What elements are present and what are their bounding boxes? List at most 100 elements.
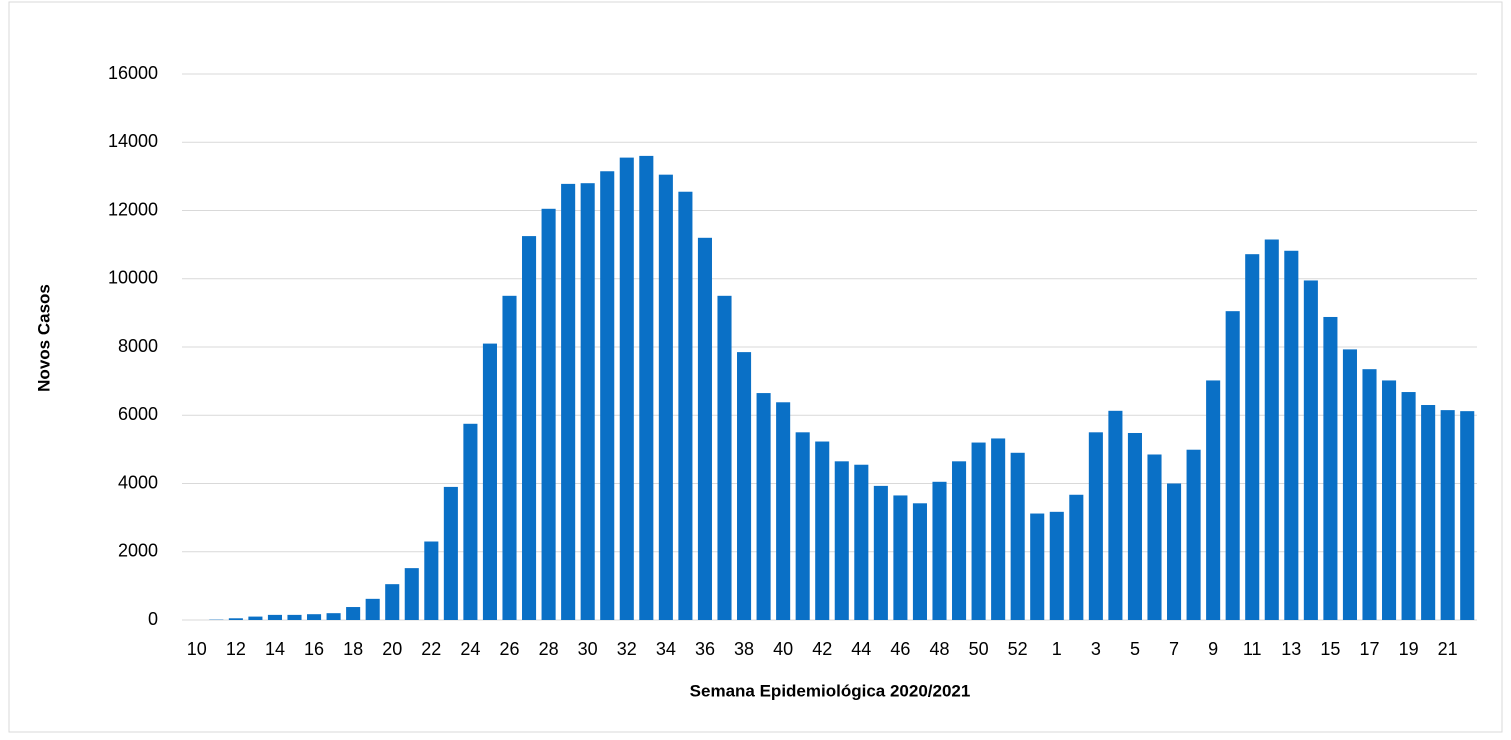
bar — [307, 614, 321, 620]
bar — [405, 568, 419, 620]
bar — [952, 461, 966, 620]
x-tick-label: 3 — [1091, 639, 1101, 659]
bar — [1206, 380, 1220, 620]
x-tick-label: 32 — [617, 639, 637, 659]
bar — [1265, 240, 1279, 620]
x-tick-label: 40 — [773, 639, 793, 659]
x-tick-label: 38 — [734, 639, 754, 659]
bar — [483, 344, 497, 620]
bar — [1050, 512, 1064, 620]
y-tick-label: 4000 — [118, 472, 158, 492]
bar — [1167, 484, 1181, 621]
bar — [854, 465, 868, 620]
bar — [1284, 251, 1298, 620]
bar — [561, 184, 575, 620]
bar — [1147, 454, 1161, 620]
bar — [1402, 392, 1416, 620]
bar — [287, 615, 301, 620]
x-tick-label: 14 — [265, 639, 285, 659]
bar — [835, 461, 849, 620]
bar — [893, 495, 907, 620]
x-tick-label: 18 — [343, 639, 363, 659]
x-axis-title: Semana Epidemiológica 2020/2021 — [690, 681, 971, 700]
bar — [502, 296, 516, 620]
bar — [1323, 317, 1337, 620]
x-tick-label: 42 — [812, 639, 832, 659]
bar — [1108, 411, 1122, 620]
y-tick-label: 8000 — [118, 336, 158, 356]
x-tick-label: 46 — [890, 639, 910, 659]
bar — [1089, 432, 1103, 620]
x-tick-label: 30 — [578, 639, 598, 659]
y-tick-label: 10000 — [108, 268, 158, 288]
bar — [913, 503, 927, 620]
bar — [385, 584, 399, 620]
bar — [972, 443, 986, 620]
bar — [248, 617, 262, 620]
x-tick-label: 1 — [1052, 639, 1062, 659]
bar — [1128, 433, 1142, 620]
bar — [659, 175, 673, 620]
x-tick-label: 34 — [656, 639, 676, 659]
bar — [522, 236, 536, 620]
y-tick-label: 0 — [148, 609, 158, 629]
bar — [1187, 450, 1201, 620]
bar — [346, 607, 360, 620]
bar — [1304, 280, 1318, 620]
bar — [424, 542, 438, 620]
bar — [1069, 495, 1083, 620]
x-tick-label: 19 — [1399, 639, 1419, 659]
bar — [1421, 405, 1435, 620]
x-tick-label: 9 — [1208, 639, 1218, 659]
x-tick-label: 7 — [1169, 639, 1179, 659]
bar — [717, 296, 731, 620]
y-tick-label: 6000 — [118, 404, 158, 424]
bar — [1245, 254, 1259, 620]
y-tick-label: 14000 — [108, 131, 158, 151]
y-tick-label: 2000 — [118, 541, 158, 561]
bar — [678, 192, 692, 620]
y-tick-label: 16000 — [108, 63, 158, 83]
bar — [737, 352, 751, 620]
bar — [542, 209, 556, 620]
x-tick-label: 12 — [226, 639, 246, 659]
bar — [639, 156, 653, 620]
bar — [1382, 380, 1396, 620]
x-tick-label: 13 — [1281, 639, 1301, 659]
bar — [874, 486, 888, 620]
bar — [698, 238, 712, 620]
y-tick-label: 12000 — [108, 199, 158, 219]
x-tick-label: 48 — [929, 639, 949, 659]
bar — [1343, 349, 1357, 620]
x-tick-label: 36 — [695, 639, 715, 659]
bar — [327, 613, 341, 620]
x-tick-label: 10 — [187, 639, 207, 659]
bar — [1441, 410, 1455, 620]
bar — [757, 393, 771, 620]
x-tick-label: 16 — [304, 639, 324, 659]
x-tick-label: 22 — [421, 639, 441, 659]
bar — [229, 618, 243, 620]
bar — [1030, 514, 1044, 620]
bar — [463, 424, 477, 620]
x-tick-label: 26 — [499, 639, 519, 659]
x-tick-label: 21 — [1438, 639, 1458, 659]
bar — [991, 438, 1005, 620]
bar — [815, 442, 829, 620]
x-tick-label: 52 — [1008, 639, 1028, 659]
x-tick-label: 28 — [539, 639, 559, 659]
bar — [620, 158, 634, 620]
bar — [1226, 311, 1240, 620]
x-tick-label: 17 — [1359, 639, 1379, 659]
bar — [796, 432, 810, 620]
bar — [366, 599, 380, 620]
x-tick-label: 15 — [1320, 639, 1340, 659]
bar — [581, 183, 595, 620]
bar — [444, 487, 458, 620]
y-axis-title: Novos Casos — [34, 284, 53, 392]
bar — [1460, 411, 1474, 620]
x-tick-label: 11 — [1243, 639, 1262, 659]
x-tick-label: 20 — [382, 639, 402, 659]
bar — [1362, 369, 1376, 620]
